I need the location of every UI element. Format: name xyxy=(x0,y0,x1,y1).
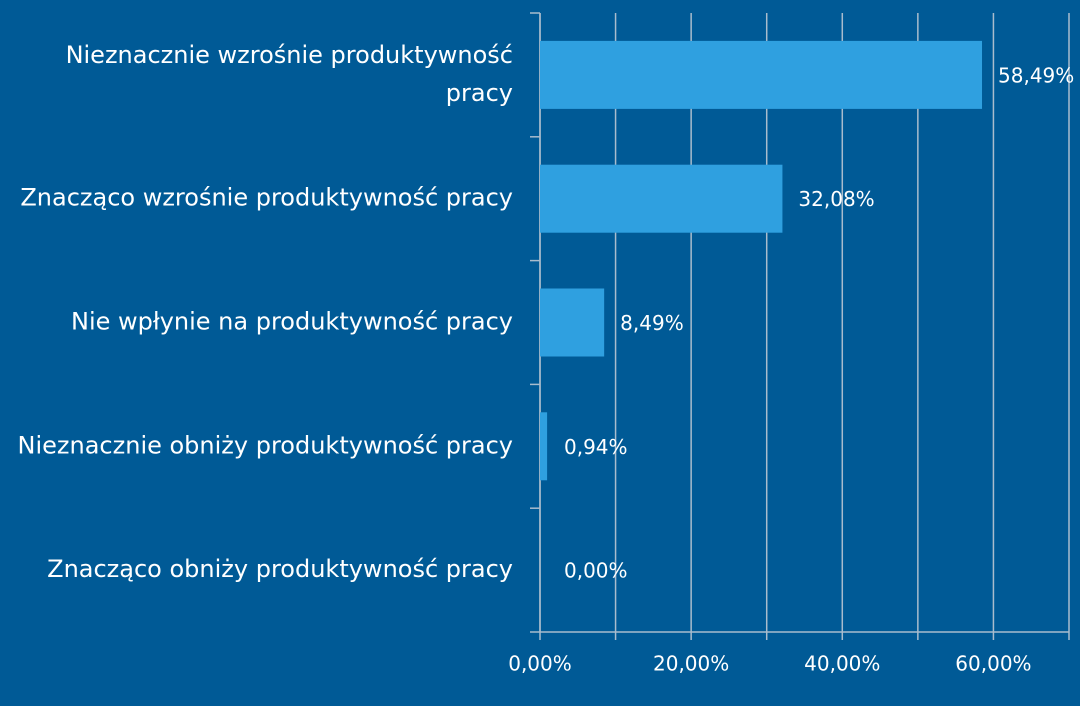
category-label: Nieznacznie wzrośnie produktywność pracy xyxy=(66,41,513,107)
category-label: Nieznacznie obniży produktywność pracy xyxy=(18,431,513,459)
x-tick-label: 40,00% xyxy=(804,652,880,676)
value-label: 0,00% xyxy=(564,559,628,583)
x-tick-label: 0,00% xyxy=(508,652,572,676)
category-label: Nie wpłynie na produktywność pracy xyxy=(71,308,513,336)
value-label: 58,49% xyxy=(998,63,1074,87)
value-label: 32,08% xyxy=(798,187,874,211)
value-label: 0,94% xyxy=(564,435,628,459)
bar xyxy=(540,164,783,233)
category-line: pracy xyxy=(446,79,513,107)
bar xyxy=(540,40,983,109)
x-tick-label: 60,00% xyxy=(955,652,1031,676)
category-line: Nieznacznie wzrośnie produktywność xyxy=(66,41,513,69)
x-tick-label: 20,00% xyxy=(653,652,729,676)
category-label: Znacząco obniży produktywność pracy xyxy=(47,555,513,583)
value-label: 8,49% xyxy=(620,311,684,335)
category-label: Znacząco wzrośnie produktywność pracy xyxy=(20,184,513,212)
bar xyxy=(540,412,548,481)
bar xyxy=(540,288,605,357)
